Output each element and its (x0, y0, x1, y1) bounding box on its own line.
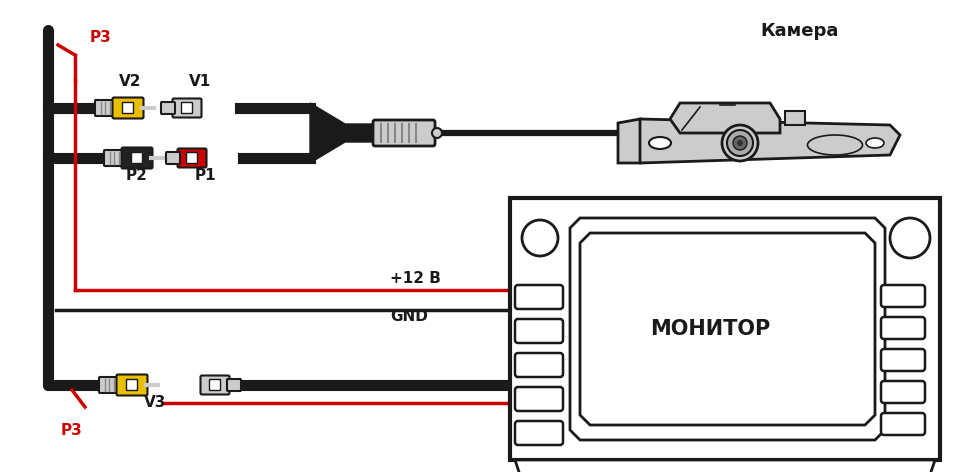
FancyBboxPatch shape (881, 285, 925, 307)
Polygon shape (310, 103, 375, 163)
FancyBboxPatch shape (116, 374, 148, 396)
FancyBboxPatch shape (181, 102, 193, 113)
Polygon shape (570, 218, 885, 440)
Polygon shape (670, 103, 780, 133)
Text: GND: GND (390, 309, 428, 324)
FancyBboxPatch shape (515, 387, 563, 411)
FancyBboxPatch shape (515, 353, 563, 377)
Ellipse shape (866, 138, 884, 148)
FancyBboxPatch shape (178, 149, 206, 168)
FancyBboxPatch shape (881, 317, 925, 339)
FancyBboxPatch shape (132, 152, 142, 163)
FancyBboxPatch shape (99, 377, 119, 393)
Polygon shape (580, 233, 875, 425)
Text: V2: V2 (119, 74, 141, 89)
FancyBboxPatch shape (166, 152, 180, 164)
Polygon shape (515, 460, 935, 472)
FancyBboxPatch shape (112, 98, 143, 118)
Text: P1: P1 (194, 168, 216, 183)
Text: P3: P3 (61, 423, 83, 438)
FancyBboxPatch shape (201, 376, 229, 395)
FancyBboxPatch shape (881, 349, 925, 371)
FancyBboxPatch shape (161, 102, 175, 114)
FancyBboxPatch shape (515, 319, 563, 343)
Circle shape (522, 220, 558, 256)
FancyBboxPatch shape (123, 102, 133, 113)
FancyBboxPatch shape (881, 381, 925, 403)
Text: +12 В: +12 В (390, 271, 441, 286)
Text: P3: P3 (90, 30, 111, 45)
Circle shape (890, 218, 930, 258)
Text: V1: V1 (189, 74, 211, 89)
FancyBboxPatch shape (881, 413, 925, 435)
Polygon shape (785, 111, 805, 125)
Circle shape (733, 136, 747, 150)
FancyBboxPatch shape (95, 100, 115, 116)
FancyBboxPatch shape (104, 150, 124, 166)
FancyBboxPatch shape (173, 99, 202, 118)
Text: МОНИТОР: МОНИТОР (650, 319, 770, 339)
FancyBboxPatch shape (515, 421, 563, 445)
Polygon shape (632, 119, 900, 163)
FancyBboxPatch shape (127, 379, 137, 390)
Text: P2: P2 (126, 168, 148, 183)
Polygon shape (510, 198, 940, 460)
FancyBboxPatch shape (209, 379, 221, 390)
Circle shape (727, 130, 753, 156)
Circle shape (432, 128, 442, 138)
FancyBboxPatch shape (227, 379, 241, 391)
Circle shape (737, 140, 743, 146)
Polygon shape (618, 119, 640, 163)
FancyBboxPatch shape (122, 147, 153, 169)
Circle shape (722, 125, 758, 161)
Text: V3: V3 (144, 395, 166, 410)
FancyBboxPatch shape (515, 285, 563, 309)
FancyBboxPatch shape (186, 152, 198, 163)
FancyBboxPatch shape (373, 120, 435, 146)
Text: Камера: Камера (760, 22, 838, 40)
Ellipse shape (649, 137, 671, 149)
